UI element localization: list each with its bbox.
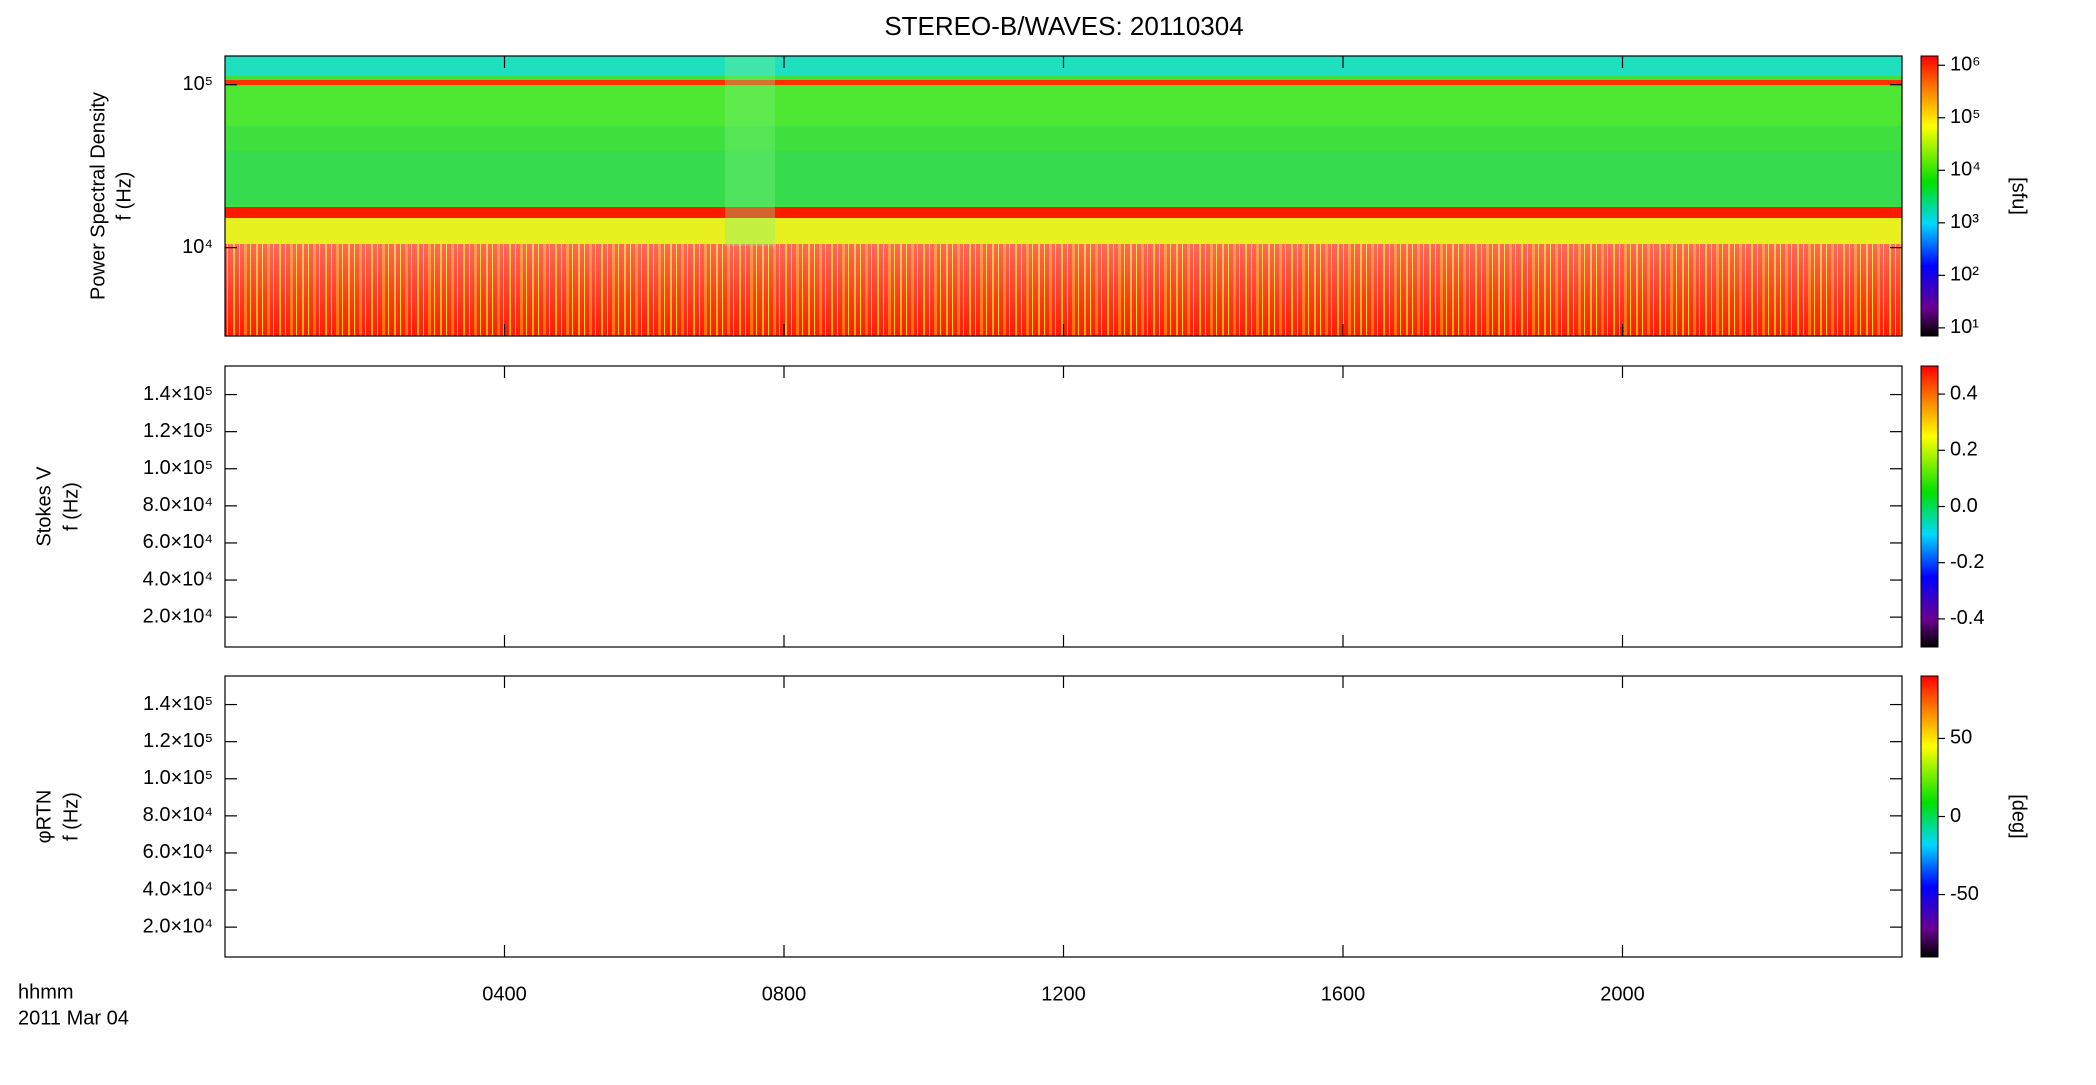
y-axis-label: φRTN <box>33 790 55 844</box>
colorbar-tick-label: -0.4 <box>1950 607 1984 629</box>
colorbar-tick-label: 10⁶ <box>1950 54 1980 76</box>
colorbar-tick-label: 50 <box>1950 727 1972 749</box>
colorbar-tick-label: 10¹ <box>1950 316 1979 338</box>
colorbar-tick-label: -0.2 <box>1950 551 1984 573</box>
colorbar-tick-label: -50 <box>1950 883 1979 905</box>
y-tick-label: 8.0×10⁴ <box>143 804 213 826</box>
y-tick-label: 10⁵ <box>182 73 213 95</box>
colorbar-tick-label: 10⁴ <box>1950 159 1981 181</box>
y-tick-label: 6.0×10⁴ <box>143 841 213 863</box>
x-tick-label: 0400 <box>482 983 527 1005</box>
x-axis-label: hhmm <box>18 981 74 1003</box>
y-axis-label: Power Spectral Density <box>87 92 109 300</box>
y-axis-unit: f (Hz) <box>60 482 82 531</box>
colorbar <box>1920 365 1939 648</box>
y-tick-label: 2.0×10⁴ <box>143 605 213 627</box>
y-tick-label: 1.0×10⁵ <box>143 457 213 479</box>
colorbar-tick-label: 10³ <box>1950 211 1979 233</box>
y-axis-label: Stokes V <box>33 466 55 547</box>
colorbar-label: [sfu] <box>2008 177 2030 215</box>
y-tick-label: 6.0×10⁴ <box>143 531 213 553</box>
y-tick-label: 4.0×10⁴ <box>143 568 213 590</box>
colorbar <box>1920 675 1939 958</box>
y-tick-label: 1.2×10⁵ <box>143 730 213 752</box>
y-axis-unit: f (Hz) <box>113 172 135 221</box>
y-tick-label: 1.4×10⁵ <box>143 383 213 405</box>
date-label: 2011 Mar 04 <box>18 1007 129 1029</box>
colorbar-tick-label: 10⁵ <box>1950 106 1981 128</box>
y-tick-label: 1.2×10⁵ <box>143 420 213 442</box>
y-tick-label: 10⁴ <box>182 236 213 258</box>
y-tick-label: 2.0×10⁴ <box>143 915 213 937</box>
x-tick-label: 0800 <box>762 983 807 1005</box>
x-tick-label: 2000 <box>1600 983 1645 1005</box>
colorbar-label: [deg] <box>2008 794 2030 838</box>
colorbar-tick-label: 0.4 <box>1950 382 1978 404</box>
colorbar-tick-label: 0.2 <box>1950 439 1978 461</box>
y-axis-unit: f (Hz) <box>60 792 82 841</box>
chart-title: STEREO-B/WAVES: 20110304 <box>884 11 1243 41</box>
plot-frame <box>224 675 1903 958</box>
y-tick-label: 1.4×10⁵ <box>143 693 213 715</box>
colorbar <box>1920 55 1939 337</box>
y-tick-label: 4.0×10⁴ <box>143 878 213 900</box>
plot-frame <box>224 365 1903 648</box>
colorbar-tick-label: 0 <box>1950 805 1961 827</box>
spectrogram-image <box>225 56 1902 336</box>
colorbar-tick-label: 10² <box>1950 264 1979 286</box>
x-tick-label: 1600 <box>1321 983 1366 1005</box>
x-tick-label: 1200 <box>1041 983 1086 1005</box>
y-tick-label: 1.0×10⁵ <box>143 767 213 789</box>
colorbar-tick-label: 0.0 <box>1950 495 1978 517</box>
y-tick-label: 8.0×10⁴ <box>143 494 213 516</box>
